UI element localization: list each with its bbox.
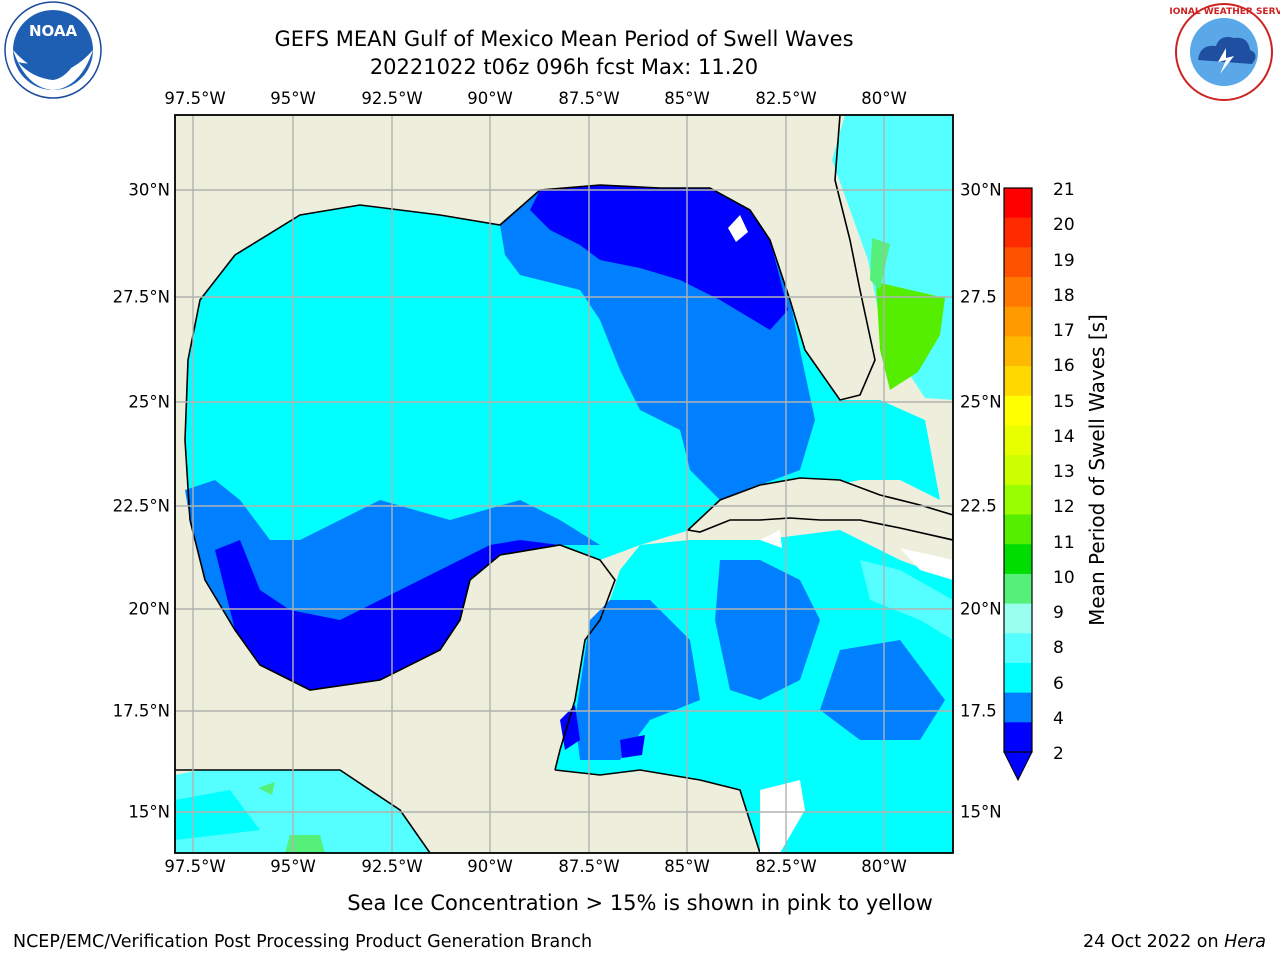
colorbar-tick-label: 2: [1053, 744, 1064, 764]
colorbar-segment: [1004, 425, 1032, 456]
colorbar-segment: [1004, 633, 1032, 664]
lat-label-left: 30°N: [128, 180, 170, 200]
colorbar-segment: [1004, 514, 1032, 545]
map-subtitle: 20221022 t06z 096h fcst Max: 11.20: [369, 55, 759, 79]
map-frame: [174, 114, 954, 854]
colorbar-tick-label: 10: [1053, 567, 1075, 588]
lat-label-left: 17.5°N: [112, 701, 170, 721]
southwest-darkblue-band: [215, 540, 600, 690]
northeast-darkblue: [530, 185, 788, 330]
lat-label-right: 17.5: [960, 701, 997, 721]
lat-label-left: 25°N: [128, 392, 170, 412]
colorbar-tick-label: 18: [1053, 285, 1075, 306]
noaa-logo: NOAA: [4, 1, 102, 99]
colorbar-tick-label: 19: [1053, 250, 1075, 271]
colorbar-segment: [1004, 247, 1032, 278]
colorbar-tick-label: 9: [1053, 603, 1064, 623]
colorbar-tick-label: 16: [1053, 356, 1075, 377]
colorbar-segment: [1004, 603, 1032, 634]
lat-label-right: 25°N: [960, 392, 1002, 412]
lat-label-right: 22.5: [960, 496, 997, 516]
colorbar-segment: [1004, 455, 1032, 486]
date-stamp-host: Hera: [1224, 932, 1266, 952]
gulf-coastline: [184, 115, 876, 521]
colorbar-tick-label: 6: [1053, 673, 1064, 694]
lon-label-top: 97.5°W: [164, 89, 226, 108]
colorbar-segment: [1004, 366, 1032, 397]
colorbar-segment: [1004, 217, 1032, 248]
colorbar-label: Mean Period of Swell Waves [s]: [1085, 314, 1109, 626]
colorbar-segment: [1004, 692, 1032, 723]
colorbar-tick-label: 4: [1053, 708, 1064, 729]
colorbar-segment: [1004, 722, 1032, 753]
lon-label-top: 95°W: [270, 89, 316, 108]
credit-line: NCEP/EMC/Verification Post Processing Pr…: [13, 932, 593, 952]
lat-label-left: 22.5°N: [112, 496, 170, 516]
lon-label-bottom: 90°W: [467, 857, 513, 876]
lon-label-bottom: 92.5°W: [361, 857, 423, 876]
colorbar-segment: [1004, 544, 1032, 575]
sea-ice-note: Sea Ice Concentration > 15% is shown in …: [347, 891, 933, 915]
colorbar-tick-label: 12: [1053, 497, 1075, 518]
colorbar-segment: [1004, 573, 1032, 605]
atlantic-green-patch: [876, 282, 945, 390]
colorbar: [1004, 188, 1032, 753]
colorbar-tick-label: 17: [1053, 321, 1075, 341]
colorbar-segment: [1004, 188, 1032, 219]
colorbar-segment: [1004, 484, 1032, 516]
colorbar-segment: [1004, 336, 1032, 367]
lat-label-right: 20°N: [960, 599, 1002, 619]
lon-label-top: 82.5°W: [755, 89, 817, 108]
graticule: [175, 115, 953, 853]
lon-label-bottom: 97.5°W: [164, 857, 226, 876]
colorbar-tick-label: 14: [1053, 426, 1075, 447]
nws-logo: NATIONAL WEATHER SERVICE: [1170, 3, 1280, 101]
colorbar-tick-label: 21: [1053, 180, 1075, 200]
lon-label-bottom: 95°W: [270, 857, 316, 876]
map-title: GEFS MEAN Gulf of Mexico Mean Period of …: [274, 27, 854, 51]
colorbar-tick-label: 15: [1053, 391, 1075, 412]
colorbar-segment: [1004, 277, 1032, 308]
lon-label-top: 92.5°W: [361, 89, 423, 108]
colorbar-segment: [1004, 306, 1032, 337]
lat-label-left: 20°N: [128, 599, 170, 619]
lat-label-right: 15°N: [960, 802, 1002, 822]
lat-label-left: 27.5°N: [112, 287, 170, 307]
nws-logo-text: NATIONAL WEATHER SERVICE: [1170, 7, 1280, 17]
lat-label-right: 30°N: [960, 180, 1002, 200]
noaa-logo-text: NOAA: [29, 22, 78, 40]
colorbar-tick-label: 8: [1053, 638, 1064, 659]
lat-label-left: 15°N: [128, 802, 170, 822]
date-stamp: 24 Oct 2022 on Hera: [1083, 932, 1266, 952]
lat-label-right: 27.5: [960, 287, 997, 307]
colorbar-segment: [1004, 395, 1032, 426]
atlantic-lightgreen: [870, 238, 890, 290]
lon-label-top: 87.5°W: [558, 89, 620, 108]
colorbar-tick-label: 11: [1053, 532, 1075, 553]
date-stamp-text: 24 Oct 2022 on: [1083, 932, 1225, 952]
lon-label-bottom: 82.5°W: [755, 857, 817, 876]
colorbar-tick-label: 13: [1053, 462, 1075, 482]
colorbar-segment: [1004, 662, 1032, 694]
colorbar-tick-label: 20: [1053, 215, 1075, 236]
caribbean-blue: [575, 600, 700, 760]
colorbar-extend-triangle: [1003, 751, 1033, 782]
lon-label-bottom: 87.5°W: [558, 857, 620, 876]
lon-label-bottom: 85°W: [664, 857, 710, 876]
lon-label-top: 90°W: [467, 89, 513, 108]
lon-label-top: 80°W: [861, 89, 907, 108]
lon-label-bottom: 80°W: [861, 857, 907, 876]
lon-label-top: 85°W: [664, 89, 710, 108]
